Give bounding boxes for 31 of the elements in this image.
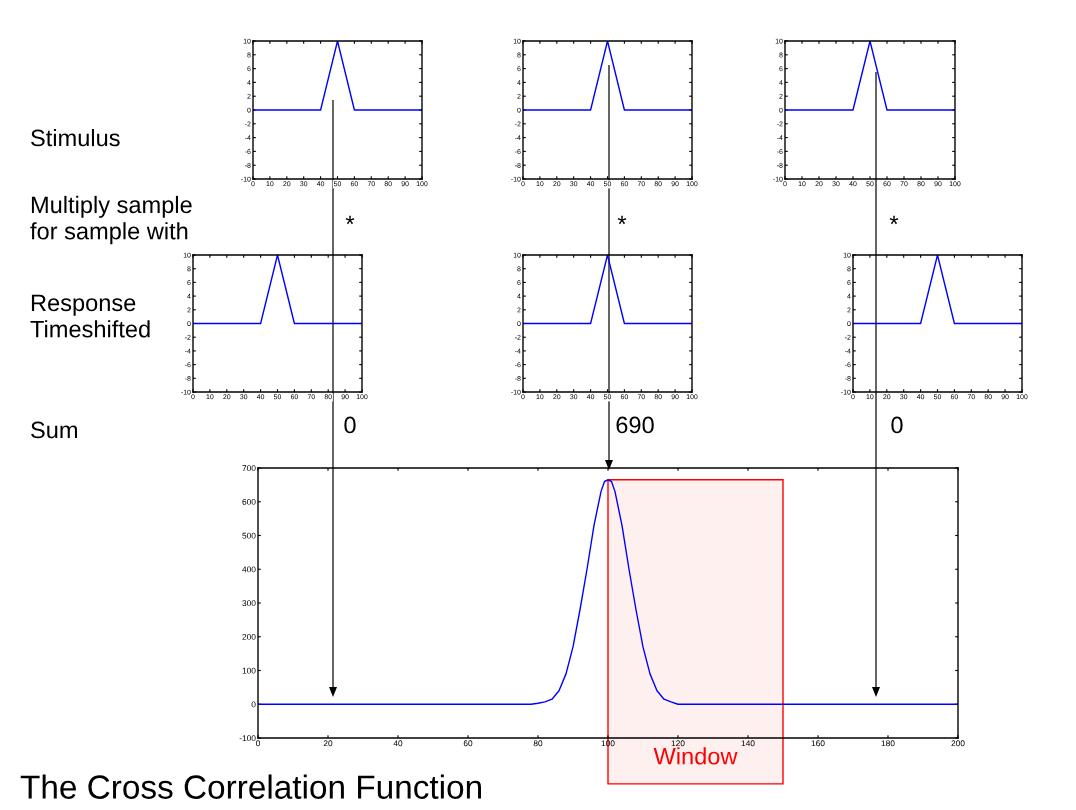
text: The Cross Correlation Function bbox=[20, 774, 481, 799]
x-tick-label: 140 bbox=[741, 740, 755, 747]
y-tick-label: 300 bbox=[242, 600, 256, 607]
text: Sum bbox=[31, 421, 77, 439]
x-tick-label: 40 bbox=[393, 740, 403, 747]
y-tick-label: 400 bbox=[242, 566, 256, 573]
text: Multiply sample for sample with bbox=[30, 195, 192, 245]
x-tick-label: 160 bbox=[811, 740, 825, 747]
text: 690 bbox=[616, 416, 654, 434]
y-tick-label: 100 bbox=[242, 667, 256, 674]
x-tick-label: 20 bbox=[323, 740, 333, 747]
text: Response Timeshifted bbox=[30, 294, 150, 338]
y-tick-label: 600 bbox=[242, 498, 256, 505]
band-label: Window bbox=[653, 747, 738, 765]
line-series bbox=[258, 479, 958, 705]
x-tick-label: 200 bbox=[951, 740, 965, 747]
text: 0 bbox=[891, 416, 903, 434]
x-tick-label: 80 bbox=[533, 740, 543, 747]
y-tick-label: 700 bbox=[242, 465, 256, 472]
x-tick-label: 60 bbox=[463, 740, 473, 747]
text: Stimulus bbox=[31, 128, 120, 147]
x-tick-label: 120 bbox=[671, 740, 685, 747]
text: * bbox=[617, 215, 627, 225]
text: * bbox=[345, 215, 355, 225]
x-tick-label: 180 bbox=[881, 740, 895, 747]
y-tick-label: 0 bbox=[251, 701, 256, 708]
y-tick-label: 500 bbox=[242, 532, 256, 539]
y-tick-label: -100 bbox=[239, 735, 256, 742]
y-tick-label: 200 bbox=[242, 633, 256, 640]
text: 0 bbox=[344, 416, 356, 434]
text: * bbox=[889, 215, 899, 225]
